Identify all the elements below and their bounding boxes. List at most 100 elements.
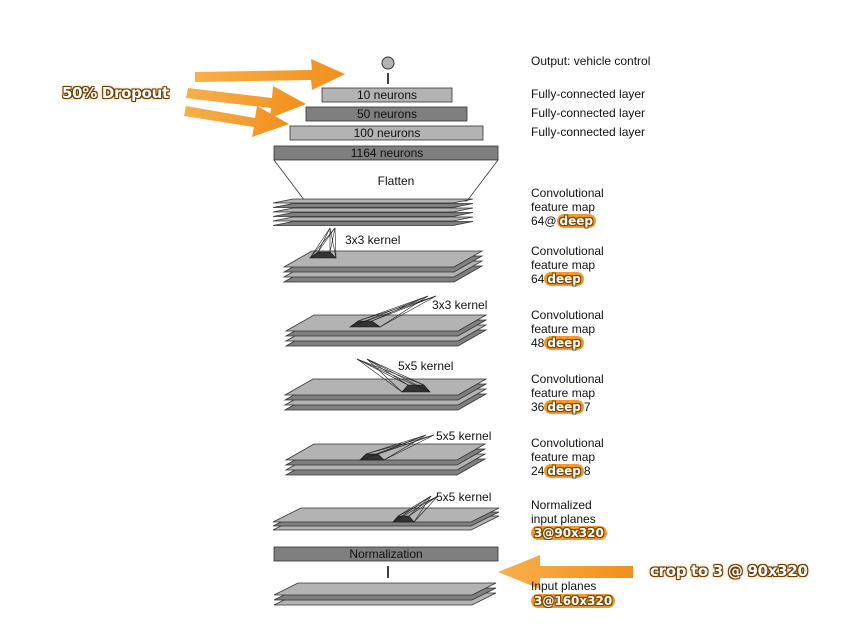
conv-label-5: Convolutional feature map 64@ deep [531, 186, 604, 229]
input-planes [273, 582, 497, 606]
conv-map-1 [284, 443, 487, 476]
kernel-cone-2-ray [357, 295, 437, 322]
crop-callout: crop to 3 @ 90x320 [650, 562, 808, 580]
kernel-cone-5 [392, 495, 439, 523]
normalized-input-planes [272, 507, 500, 531]
kernel-cone-5-ray [397, 495, 432, 517]
kernel-cone-3-ray [356, 358, 409, 386]
kernel-label-5: 5x5 kernel [436, 490, 492, 504]
conv-label-line2: feature map [531, 449, 596, 464]
conv-label-size: 48 deep [531, 336, 604, 351]
kernel-label-4: 5x5 kernel [436, 429, 492, 443]
conv-label-size: 64@ deep [531, 214, 604, 229]
kernel-label-1: 3x3 kernel [345, 233, 401, 247]
dropout-arrows [184, 59, 345, 137]
kernel-cone-1-ray [334, 227, 337, 259]
normalized-input-planes-plane [272, 507, 500, 523]
conv-label-line2: feature map [531, 257, 596, 272]
conv-label-size: 24 deep 8 [531, 464, 591, 478]
kernel-cone-5-ray [397, 495, 439, 517]
input-size-badge: 3@160x320 [531, 593, 616, 608]
kernel-cone-1-ray [329, 227, 337, 259]
kernel-cone-1 [309, 227, 337, 259]
kernel-cone-3-ray [356, 358, 425, 386]
kernel-cone-3 [356, 358, 431, 393]
conv-label-4: Convolutional feature map 64 deep [531, 244, 604, 287]
kernel-cone-1-ray [317, 227, 331, 253]
conv-map-5-plane [272, 216, 474, 222]
kernel-cone-2-ray [371, 295, 437, 322]
kernel-cone-3-ray [366, 358, 409, 386]
input-planes-line1: Input planes [531, 579, 597, 593]
conv-map-5-plane [272, 212, 474, 217]
normalized-line1: Normalized [531, 498, 592, 512]
conv-map-4 [282, 250, 484, 283]
kernel-label-3: 5x5 kernel [398, 359, 454, 373]
fc-label-10: 10 neurons [357, 88, 417, 102]
dropout-arrow-2 [186, 86, 306, 118]
kernel-cone-4-ray [365, 434, 435, 455]
kernel-cone-5-ray [408, 495, 439, 517]
fc-label-right-2: Fully-connected layer [531, 106, 646, 120]
conv-label-2: Convolutional feature map 36 deep 7 [531, 372, 604, 415]
normalized-input-label: Normalized input planes 3@90x320 [531, 498, 607, 541]
kernel-cone-1-ray [329, 227, 336, 253]
normalization-layer [273, 546, 499, 562]
conv-map-1-plane [284, 443, 487, 461]
kernel-cone-4-ray [383, 434, 435, 461]
conv-label-size: 36 deep 7 [531, 400, 591, 414]
conv-label-line1: Convolutional [531, 372, 604, 386]
conv-map-4-plane [282, 250, 484, 268]
conv-label-1: Convolutional feature map 24 deep 8 [531, 436, 604, 479]
deep-badge: deep [556, 214, 596, 228]
normalized-size-badge: 3@90x320 [531, 526, 607, 540]
conv-map-5 [272, 198, 474, 226]
input-planes-plane [273, 582, 497, 596]
kernel-label-2: 3x3 kernel [432, 298, 488, 312]
flatten-label: Flatten [378, 174, 415, 188]
conv-label-line1: Convolutional [531, 186, 604, 200]
kernel-cone-2-ray [371, 295, 429, 322]
conv-label-line2: feature map [531, 321, 596, 336]
deep-badge: deep [544, 336, 584, 350]
kernel-cone-2-ray [349, 295, 429, 328]
deep-badge: deep [544, 272, 584, 286]
kernel-cone-1-ray [309, 227, 331, 259]
conv-map-5-plane [272, 221, 474, 226]
conv-label-line2: feature map [531, 199, 596, 214]
kernel-cone-1-ray [317, 227, 336, 253]
kernel-cone-2-ray [357, 295, 429, 322]
kernel-cone-3-ray [366, 358, 403, 393]
fc-label-50: 50 neurons [357, 107, 417, 121]
output-label: Output: vehicle control [531, 54, 651, 68]
conv-map-2 [283, 378, 488, 411]
dropout-arrow-1 [195, 59, 345, 90]
kernel-cone-5-ray [413, 495, 432, 523]
fc-label-right-3: Fully-connected layer [531, 125, 646, 139]
kernel-cone-2-ray [379, 295, 437, 328]
conv-map-5-plane [272, 203, 474, 208]
conv-label-3: Convolutional feature map 48 deep [531, 308, 604, 351]
output-node [381, 56, 395, 70]
deep-badge: deep [544, 464, 584, 478]
kernel-cone-4-ray [365, 434, 427, 455]
fc-label-100: 100 neurons [354, 126, 421, 140]
normalization-label: Normalization [349, 547, 422, 561]
dropout-arrow-3 [184, 106, 289, 137]
flatten-funnel [273, 159, 499, 202]
fc-label-right-1: Fully-connected layer [531, 87, 646, 101]
kernel-cone-3-ray [366, 358, 431, 393]
conv-label-line2: feature map [531, 385, 596, 400]
conv-label-line1: Convolutional [531, 244, 604, 258]
fc-layer-100 [289, 125, 484, 141]
dropout-callout: 50% Dropout [62, 84, 169, 102]
conv-label-line1: Convolutional [531, 436, 604, 450]
kernel-cone-3-ray [356, 358, 403, 393]
conv-label-size: 64 deep [531, 272, 604, 287]
fc-layer-10 [321, 87, 453, 103]
conv-map-2-plane [283, 378, 488, 396]
kernel-cone-5-ray [413, 495, 439, 523]
kernel-cone-2 [349, 295, 437, 328]
conv-map-5-plane [272, 207, 474, 213]
